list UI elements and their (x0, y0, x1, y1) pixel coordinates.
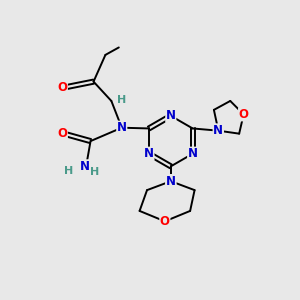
Text: N: N (80, 160, 90, 173)
Text: O: O (160, 215, 170, 228)
Text: O: O (57, 81, 67, 94)
Text: N: N (213, 124, 224, 137)
Text: N: N (144, 147, 154, 160)
Text: N: N (117, 121, 127, 134)
Text: O: O (238, 108, 249, 121)
Text: N: N (213, 124, 224, 137)
Text: O: O (57, 127, 67, 140)
Text: H: H (90, 167, 100, 177)
Text: N: N (166, 175, 176, 188)
Text: N: N (166, 175, 176, 188)
Text: N: N (166, 109, 176, 122)
Text: H: H (117, 95, 126, 105)
Text: N: N (188, 147, 198, 160)
Text: H: H (64, 166, 73, 176)
